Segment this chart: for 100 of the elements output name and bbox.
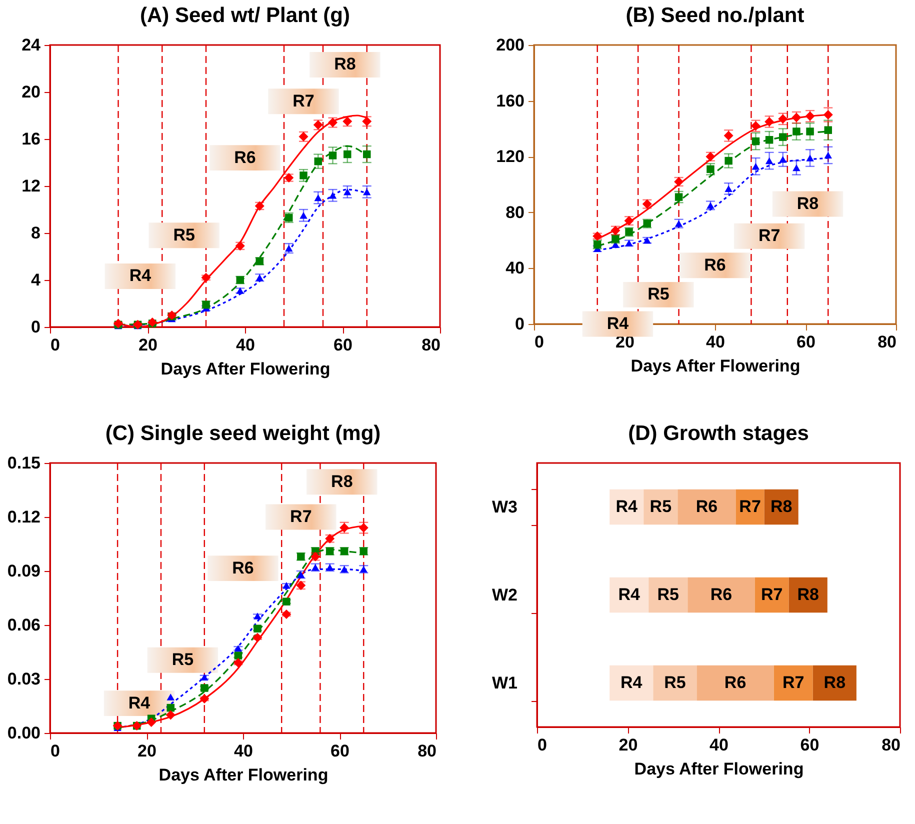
x-axis-title: Days After Flowering [158,766,328,784]
point [724,156,732,165]
point [752,163,760,170]
x-tick-label: 40 [706,332,725,352]
point [724,185,732,192]
text: R6 [724,673,746,692]
chart-title: (A) Seed wt/ Plant (g) [140,4,350,27]
point [823,110,833,120]
annotation: R8 [796,194,819,214]
annotation: R8 [334,54,356,74]
y-tick-label: 0 [31,318,40,336]
x-tick-label: 80 [878,332,896,352]
y-tick-label: 12 [22,176,40,196]
series-label: R6 [696,497,718,516]
point [314,157,322,166]
y-tick-label: 40 [506,258,524,278]
x-tick-label: 20 [138,742,156,760]
point [314,194,322,202]
point [344,150,352,158]
y-tick-label: 8 [31,224,40,242]
x-tick-label: 20 [138,336,158,354]
point [779,156,787,163]
y-tick-label: 0 [515,314,524,334]
y-tick-label: 120 [496,147,524,166]
point [593,240,602,248]
point [285,244,293,252]
text: R4 [618,585,640,604]
y-tick-label: 0.03 [7,670,40,688]
text: R5 [664,673,686,692]
y-tick-label: 0.06 [7,616,40,634]
x-tick-label: 60 [334,336,352,354]
point [252,632,262,642]
x-tick-label: 80 [418,742,436,760]
x-tick-label: 40 [234,742,253,760]
point [824,126,832,134]
x-axis-title: Days After Flowering [630,356,800,376]
point [750,121,760,131]
point [146,717,156,727]
point [166,704,174,712]
chart-title: (C) Single seed weight (mg) [105,422,381,445]
x-tick-label: 80 [422,336,440,354]
chart-title: (D) Growth stages [628,422,809,445]
text: R8 [824,673,846,692]
point [765,136,774,144]
point [300,212,308,219]
point [752,137,760,146]
annotation: R4 [129,266,152,286]
annotation: R7 [290,507,312,526]
annotation: R5 [648,284,670,304]
point [282,609,292,619]
x-axis-title: Days After Flowering [634,760,804,778]
text: R6 [710,585,732,604]
x-tick-label: 40 [236,336,255,354]
y-tick-label: W2 [492,586,518,604]
point [328,192,337,199]
x-tick-label: 80 [882,736,900,754]
point [166,710,176,720]
text: R7 [782,673,804,692]
point [200,694,210,704]
x-tick-label: 60 [796,332,816,352]
point [300,172,308,180]
point [344,188,352,196]
chart-title: (B) Seed no./plant [626,4,804,27]
y-tick-label: 80 [506,202,524,222]
point [706,165,714,174]
annotation: R5 [172,650,194,670]
x-tick-label: 60 [800,736,820,754]
annotation: R5 [173,225,195,244]
y-tick-label: 0.09 [7,562,40,580]
series-label: R4 [616,497,638,516]
point [792,164,800,172]
point [765,157,774,164]
point [806,154,814,162]
series-label: R7 [739,497,761,516]
series-label: R8 [770,497,792,516]
point [824,152,832,159]
point [792,128,800,136]
x-tick-label: 0 [50,336,60,354]
point [806,128,814,136]
text: R7 [760,585,783,604]
y-tick-label: 0.00 [7,724,40,742]
text: R8 [797,585,819,604]
y-tick-label: 16 [22,130,40,148]
annotation: R4 [606,314,630,333]
point [674,193,683,201]
point [166,694,174,700]
annotation: R4 [128,693,151,712]
text: R5 [657,585,679,604]
y-tick-label: 0.15 [7,454,40,472]
point [363,188,371,196]
x-tick-label: 0 [534,332,544,352]
point [363,150,371,158]
y-tick-label: 0.12 [7,508,40,526]
y-tick-label: 24 [22,36,42,54]
text: R4 [620,673,642,692]
annotation: R6 [232,558,254,578]
annotation: R6 [234,148,256,167]
point [779,133,787,141]
point [233,658,243,668]
point [805,111,815,121]
